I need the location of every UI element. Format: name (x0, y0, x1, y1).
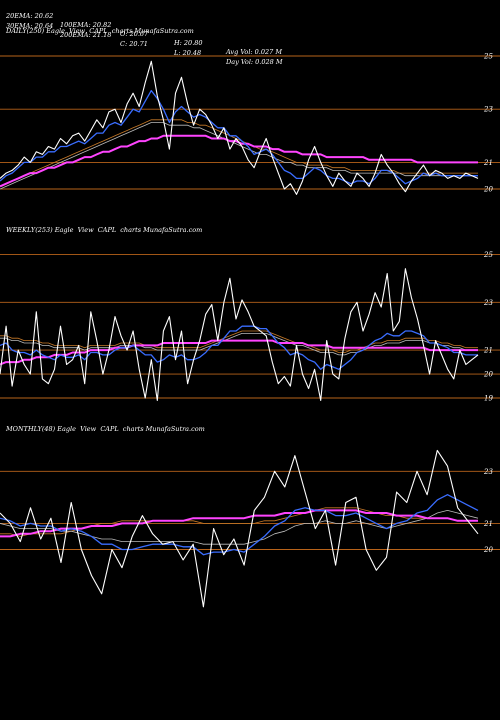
header-row-1: 20EMA: 20.62 100EMA: 20.82 O: 20.67 H: 2… (6, 3, 282, 57)
day-vol-value: Day Vol: 0.028 M (226, 58, 283, 66)
series-line-ema-slow-gray (0, 509, 479, 545)
y-tick-label: 23 (483, 299, 493, 307)
weekly-panel-title: WEEKLY(253) Eagle View CAPL charts Munaf… (6, 226, 203, 234)
series-line-ema-fast (0, 89, 478, 185)
series-line-ema-mid (0, 507, 478, 537)
y-tick-label: 23 (483, 468, 493, 476)
series-line-ema-mid (0, 119, 478, 187)
daily-panel: 25 23 21 20 (0, 53, 500, 195)
close-value: C: 20.71 (120, 40, 148, 48)
y-tick-label: 25 (483, 53, 493, 61)
ema30-value: 30EMA: 20.64 (6, 22, 54, 30)
series-line-ema-mid (0, 330, 478, 353)
header-row-2: 30EMA: 20.64 200EMA: 21.18 C: 20.71 L: 2… (6, 13, 283, 67)
y-tick-label: 20 (483, 186, 493, 194)
series-line-ema-fast (0, 325, 478, 370)
weekly-panel: 25 23 21 20 19 (0, 251, 500, 403)
y-tick-label: 21 (483, 347, 493, 355)
y-tick-label: 20 (483, 546, 493, 554)
series-line-price (0, 449, 479, 608)
low-value: L: 20.48 (174, 49, 202, 57)
open-value: O: 20.67 (120, 30, 149, 38)
y-tick-label: 23 (483, 106, 493, 114)
daily-panel-title: DAILY(250) Eagle View CAPL charts Munafa… (6, 27, 194, 35)
avg-vol-value: Avg Vol: 0.027 M (226, 48, 283, 56)
ema20-value: 20EMA: 20.62 (6, 12, 54, 20)
ema100-value: 100EMA: 20.82 (60, 21, 112, 29)
high-value: H: 20.80 (174, 39, 203, 47)
series-line-ema-slow-gray (0, 122, 478, 190)
y-tick-label: 21 (483, 159, 493, 167)
y-tick-label: 21 (483, 520, 493, 528)
series-line-ema-long (0, 509, 478, 538)
series-line-price (0, 268, 479, 401)
y-tick-label: 19 (484, 395, 493, 403)
series-line-price (0, 60, 479, 195)
y-tick-label: 20 (483, 371, 493, 379)
monthly-panel-title: MONTHLY(48) Eagle View CAPL charts Munaf… (6, 425, 205, 433)
y-tick-label: 25 (483, 251, 493, 259)
ema200-value: 200EMA: 21.18 (60, 31, 112, 39)
monthly-panel: 23 21 20 (0, 449, 500, 608)
series-line-ema-slow-gray (0, 332, 478, 356)
